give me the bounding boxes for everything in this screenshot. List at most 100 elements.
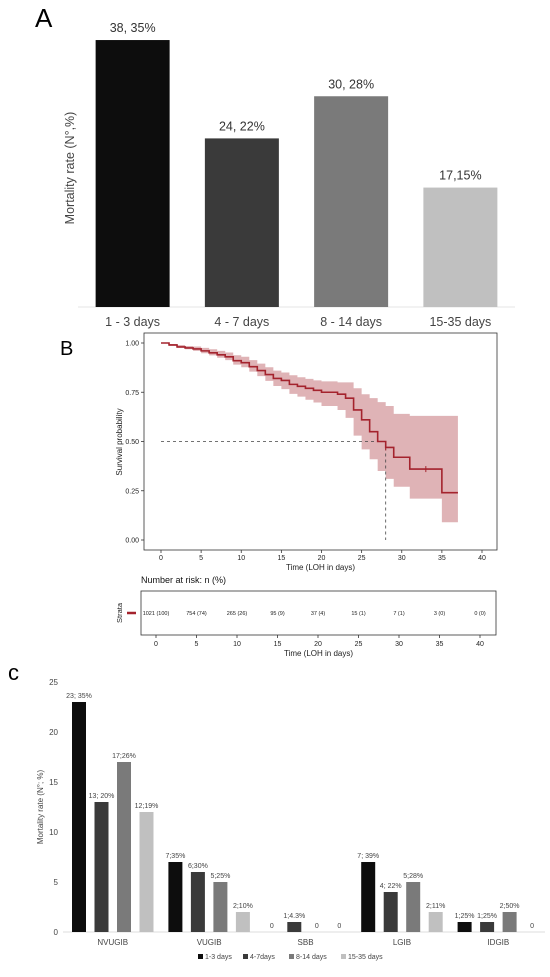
survival-curve <box>161 342 458 494</box>
risk-count: 7 (1) <box>393 611 404 617</box>
risk-table-title: Number at risk: n (%) <box>141 575 226 585</box>
bar <box>502 912 517 932</box>
bar <box>314 96 389 307</box>
data-label: 0 <box>337 923 341 930</box>
data-label: 2;11% <box>426 903 445 910</box>
legend-label: 8-14 days <box>296 954 327 961</box>
bar <box>457 922 472 932</box>
x-tick-label: VUGIB <box>197 938 222 947</box>
x-tick-label: IDGIB <box>487 938 509 947</box>
y-tick-label: 0.50 <box>125 439 139 446</box>
panel-label-b: B <box>60 338 74 360</box>
risk-count: 3 (0) <box>434 611 445 617</box>
risk-count: 265 (26) <box>227 611 248 617</box>
data-label: 17,15% <box>439 169 481 183</box>
panel-label-a: A <box>35 3 53 33</box>
bar <box>95 40 170 308</box>
x-tick-label: LGIB <box>393 938 411 947</box>
bar <box>383 892 398 932</box>
bar <box>423 187 498 307</box>
x-tick-label: 30 <box>398 555 406 562</box>
data-label: 7; 39% <box>357 853 379 860</box>
risk-x-tick-label: 35 <box>436 641 444 648</box>
y-tick-label: 15 <box>49 778 58 787</box>
data-label: 0 <box>315 923 319 930</box>
data-label: 0 <box>270 923 274 930</box>
y-axis-label: Mortality rate (N°; %) <box>36 770 45 845</box>
bar <box>213 882 228 932</box>
data-label: 2;50% <box>500 903 520 910</box>
bar <box>117 762 131 932</box>
confidence-band <box>161 343 458 523</box>
x-axis-label: Time (LOH in days) <box>286 563 355 572</box>
x-tick-label: 25 <box>358 555 366 562</box>
data-label: 24, 22% <box>219 119 265 133</box>
x-tick-label: 40 <box>478 555 486 562</box>
bar <box>204 138 279 307</box>
y-tick-label: 1.00 <box>125 341 139 348</box>
x-tick-label: 15-35 days <box>429 315 491 329</box>
x-tick-label: 20 <box>318 555 326 562</box>
data-label: 5;25% <box>210 873 230 880</box>
risk-x-axis-label: Time (LOH in days) <box>284 649 353 658</box>
risk-x-tick-label: 10 <box>233 641 241 648</box>
risk-x-tick-label: 40 <box>476 641 484 648</box>
y-axis-label: Survival probability <box>115 408 124 475</box>
x-tick-label: 35 <box>438 555 446 562</box>
data-label: 17;26% <box>112 753 136 760</box>
risk-x-tick-label: 20 <box>314 641 322 648</box>
x-tick-label: 10 <box>237 555 245 562</box>
y-axis-label: Mortality rate (N°,%) <box>63 112 77 225</box>
legend-swatch <box>289 954 294 959</box>
legend-label: 4-7days <box>250 954 275 961</box>
risk-x-tick-label: 25 <box>355 641 363 648</box>
risk-count: 1021 (100) <box>143 611 170 617</box>
bar <box>139 812 154 932</box>
risk-x-tick-label: 5 <box>195 641 199 648</box>
risk-x-tick-label: 0 <box>154 641 158 648</box>
x-tick-label: 8 - 14 days <box>320 315 382 329</box>
x-tick-label: SBB <box>298 938 314 947</box>
risk-count: 95 (9) <box>270 611 285 617</box>
x-tick-label: 0 <box>159 555 163 562</box>
legend-swatch <box>341 954 346 959</box>
data-label: 1;25% <box>477 913 497 920</box>
legend-label: 1-3 days <box>205 954 232 961</box>
data-label: 4; 22% <box>380 883 402 890</box>
x-tick-label: 4 - 7 days <box>214 315 269 329</box>
x-tick-label: 15 <box>277 555 285 562</box>
bar <box>94 802 109 932</box>
bar <box>428 912 443 932</box>
data-label: 1;4.3% <box>283 913 305 920</box>
y-tick-label: 25 <box>49 678 58 687</box>
data-label: 2;10% <box>233 903 253 910</box>
data-label: 13; 20% <box>89 793 115 800</box>
legend-swatch <box>243 954 248 959</box>
risk-x-tick-label: 15 <box>274 641 282 648</box>
y-tick-label: 0 <box>54 928 59 937</box>
data-label: 0 <box>530 923 534 930</box>
y-tick-label: 0.75 <box>125 390 139 397</box>
data-label: 1;25% <box>455 913 475 920</box>
y-tick-label: 0.00 <box>125 538 139 545</box>
x-tick-label: 1 - 3 days <box>105 315 160 329</box>
risk-count: 754 (74) <box>186 611 207 617</box>
y-tick-label: 10 <box>49 828 58 837</box>
x-tick-label: 5 <box>199 555 203 562</box>
bar <box>168 862 183 932</box>
bar <box>235 912 250 932</box>
y-tick-label: 5 <box>54 878 59 887</box>
panel-label-c: c <box>8 660 19 685</box>
risk-x-tick-label: 30 <box>395 641 403 648</box>
legend-label: 15-35 days <box>348 954 383 961</box>
bar <box>287 922 302 932</box>
y-tick-label: 20 <box>49 728 58 737</box>
x-tick-label: NVUGIB <box>97 938 128 947</box>
risk-count: 15 (1) <box>351 611 366 617</box>
risk-count: 0 (0) <box>474 611 485 617</box>
data-label: 23; 35% <box>66 693 92 700</box>
y-tick-label: 0.25 <box>125 488 139 495</box>
